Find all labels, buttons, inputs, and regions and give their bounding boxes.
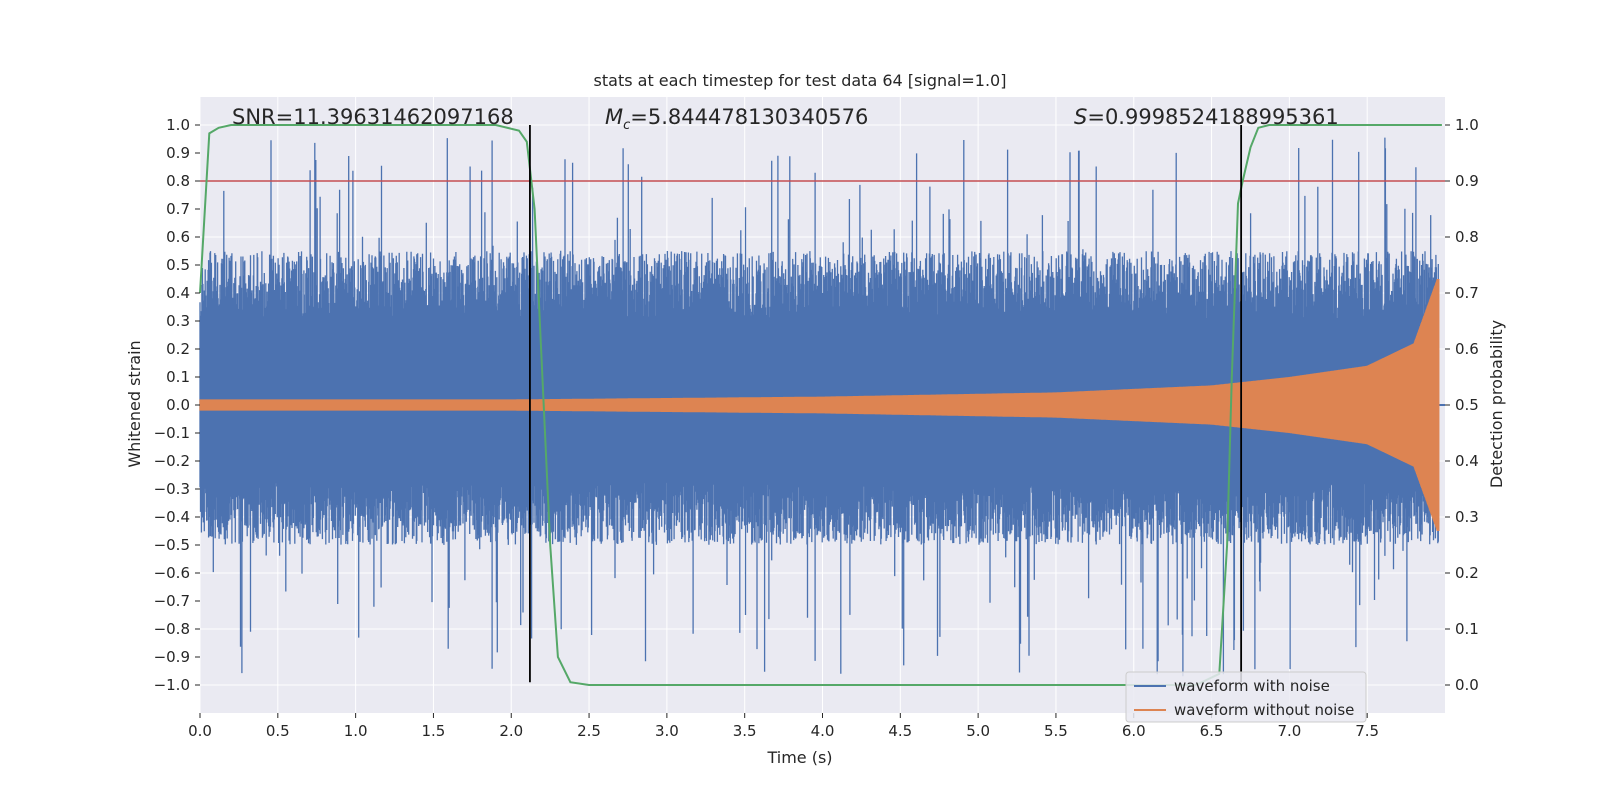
- x-axis-label: Time (s): [766, 748, 832, 767]
- y-tick-label: −0.3: [154, 480, 190, 498]
- significance-value: =0.9998524188995361: [1087, 105, 1338, 129]
- chirp-mass-value: =5.844478130340576: [630, 105, 868, 129]
- y-tick-label: 0.1: [166, 368, 190, 386]
- y2-tick-label: 0.6: [1455, 340, 1479, 358]
- y2-tick-label: 1.0: [1455, 116, 1479, 134]
- x-tick-label: 3.5: [733, 722, 757, 740]
- axis-ticks: 0.0 0.5 1.0 1.5 2.0 2.5 3.0 3.5 4.0 4.5 5.0 5.5 6.0 6…: [154, 116, 1479, 740]
- significance-annotation: S=0.9998524188995361: [1074, 105, 1339, 129]
- y2-tick-label: 0.5: [1455, 396, 1479, 414]
- chart-title: stats at each timestep for test data 64 …: [594, 71, 1007, 90]
- chirp-mass-annotation: Mc=5.844478130340576: [605, 105, 868, 133]
- x-tick-label: 4.0: [811, 722, 835, 740]
- y-tick-label: 0.4: [166, 284, 190, 302]
- x-tick-label: 2.0: [499, 722, 523, 740]
- x-tick-label: 0.0: [188, 722, 212, 740]
- y-tick-label: 0.5: [166, 256, 190, 274]
- y-tick-label: −0.2: [154, 452, 190, 470]
- y-tick-label: 0.2: [166, 340, 190, 358]
- snr-annotation: SNR=11.39631462097168: [232, 105, 514, 129]
- x-tick-label: 1.0: [344, 722, 368, 740]
- y2-tick-label: 0.2: [1455, 564, 1479, 582]
- detection-probability-series: [199, 124, 1442, 686]
- x-tick-label: 7.0: [1277, 722, 1301, 740]
- chirp-mass-subscript: c: [623, 118, 630, 133]
- x-tick-label: 1.5: [422, 722, 446, 740]
- y-axis-label: Whitened strain: [125, 340, 144, 467]
- x-tick-label: 4.5: [888, 722, 912, 740]
- y-tick-label: −0.6: [154, 564, 190, 582]
- y-tick-label: 0.3: [166, 312, 190, 330]
- y2-tick-label: 0.3: [1455, 508, 1479, 526]
- y2-tick-label: 0.1: [1455, 620, 1479, 638]
- y2-tick-label: 0.0: [1455, 676, 1479, 694]
- y-tick-label: 0.7: [166, 200, 190, 218]
- y-tick-label: −1.0: [154, 676, 190, 694]
- y2-tick-label: 0.7: [1455, 284, 1479, 302]
- x-tick-label: 5.5: [1044, 722, 1068, 740]
- x-tick-label: 2.5: [577, 722, 601, 740]
- y-tick-label: 0.9: [166, 144, 190, 162]
- x-tick-label: 6.5: [1200, 722, 1224, 740]
- x-tick-label: 3.0: [655, 722, 679, 740]
- legend-label-clean: waveform without noise: [1174, 701, 1354, 719]
- y-tick-label: −0.5: [154, 536, 190, 554]
- x-tick-label: 0.5: [266, 722, 290, 740]
- y2-tick-label: 0.4: [1455, 452, 1479, 470]
- y-tick-label: −0.9: [154, 648, 190, 666]
- chirp-mass-symbol: M: [605, 105, 623, 129]
- significance-symbol: S: [1074, 105, 1087, 129]
- overlay-layer: [199, 124, 1445, 686]
- y2-tick-label: 0.8: [1455, 228, 1479, 246]
- y-tick-label: 1.0: [166, 116, 190, 134]
- y-tick-label: −0.1: [154, 424, 190, 442]
- y-tick-label: −0.7: [154, 592, 190, 610]
- y2-tick-label: 0.9: [1455, 172, 1479, 190]
- y-tick-label: −0.8: [154, 620, 190, 638]
- legend-label-noise: waveform with noise: [1174, 677, 1330, 695]
- y2-axis-label: Detection probability: [1487, 320, 1506, 488]
- y-tick-label: −0.4: [154, 508, 190, 526]
- y-tick-label: 0.6: [166, 228, 190, 246]
- y-tick-label: 0.0: [166, 396, 190, 414]
- legend: waveform with noise waveform without noi…: [1125, 671, 1367, 723]
- x-tick-label: 5.0: [966, 722, 990, 740]
- legend-box: [1125, 671, 1367, 723]
- x-tick-label: 7.5: [1355, 722, 1379, 740]
- waveform-layer: [199, 137, 1445, 677]
- y-tick-label: 0.8: [166, 172, 190, 190]
- x-tick-label: 6.0: [1122, 722, 1146, 740]
